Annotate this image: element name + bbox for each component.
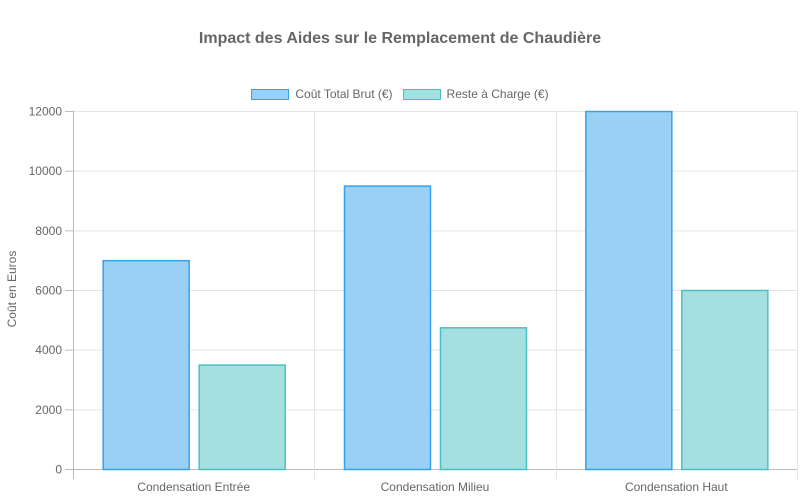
bar-total[interactable] xyxy=(102,259,190,471)
y-tick-label: 6000 xyxy=(35,284,62,298)
legend-label-total: Coût Total Brut (€) xyxy=(295,87,393,101)
bar-reste[interactable] xyxy=(198,364,286,471)
y-tick-label: 2000 xyxy=(35,403,62,417)
bar-total[interactable] xyxy=(585,110,673,471)
legend: Coût Total Brut (€) Reste à Charge (€) xyxy=(0,87,800,101)
legend-item-total[interactable]: Coût Total Brut (€) xyxy=(251,87,393,101)
x-tick-label: Condensation Milieu xyxy=(381,480,490,494)
x-tick-label: Condensation Haut xyxy=(625,480,728,494)
y-tick-label: 4000 xyxy=(35,343,62,357)
y-tick-label: 10000 xyxy=(29,164,63,178)
legend-label-reste: Reste à Charge (€) xyxy=(446,87,549,101)
legend-item-reste[interactable]: Reste à Charge (€) xyxy=(402,87,549,101)
x-tick-label: Condensation Entrée xyxy=(137,480,250,494)
bar-reste[interactable] xyxy=(681,289,769,471)
bar-reste[interactable] xyxy=(439,327,528,471)
chart-title: Impact des Aides sur le Remplacement de … xyxy=(198,30,602,47)
y-tick-label: 0 xyxy=(55,463,62,477)
y-tick-label: 8000 xyxy=(35,224,62,238)
legend-swatch-total xyxy=(251,88,290,100)
bar-total[interactable] xyxy=(343,185,432,471)
legend-swatch-reste xyxy=(402,88,441,100)
y-tick-label: 12000 xyxy=(29,105,63,119)
